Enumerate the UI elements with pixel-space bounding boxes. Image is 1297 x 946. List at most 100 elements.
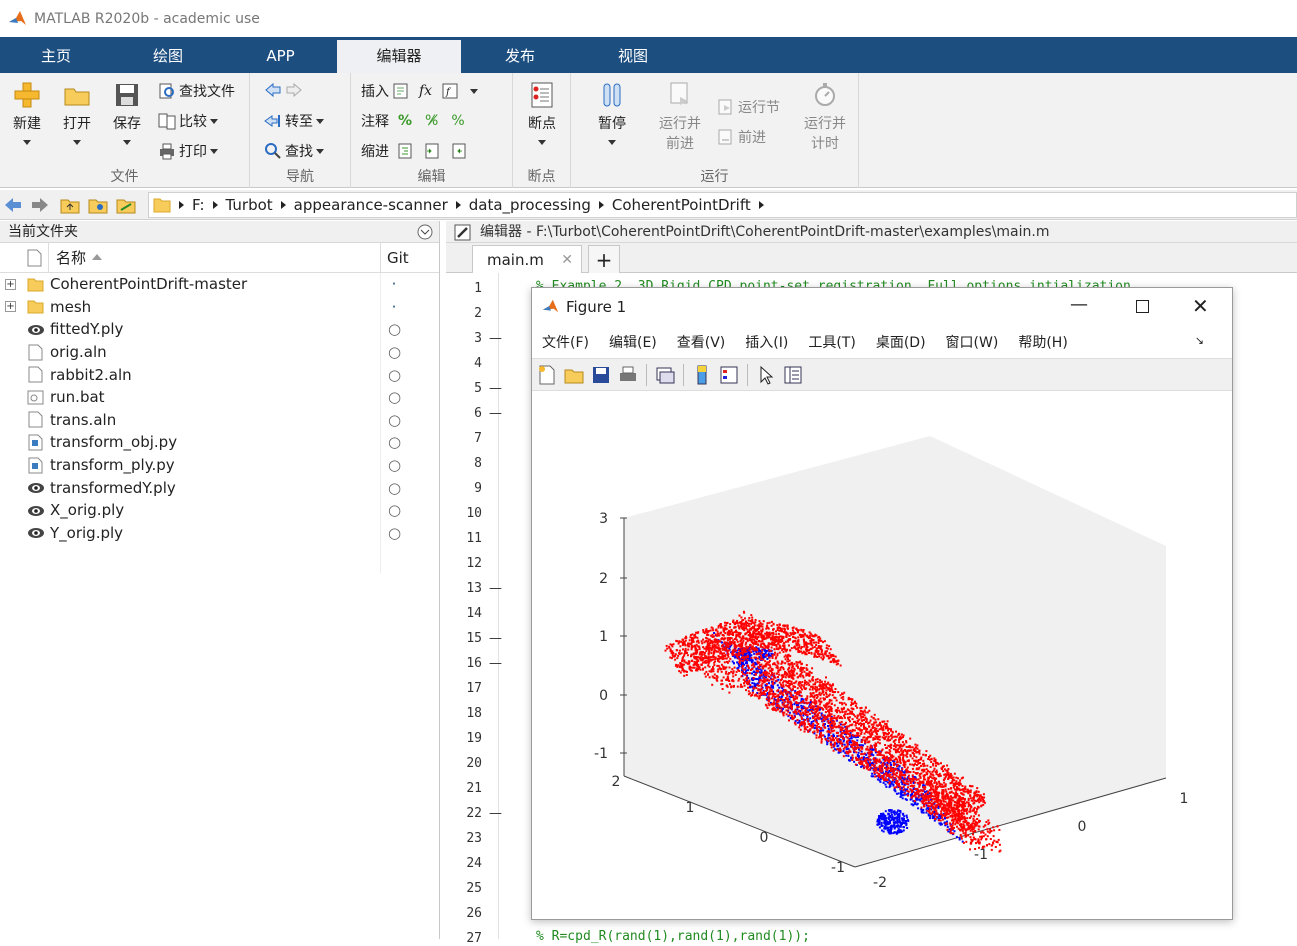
open-button[interactable]: 打开 [56, 81, 98, 149]
menu-window[interactable]: 窗口(W) [946, 332, 999, 352]
find-files-button[interactable]: 查找文件 [158, 81, 235, 101]
breadcrumb-item[interactable]: appearance-scanner [294, 196, 448, 214]
menu-tools[interactable]: 工具(T) [808, 332, 855, 352]
tab-apps[interactable]: APP [224, 37, 337, 73]
tab-main-m[interactable]: main.m ✕ [472, 245, 582, 273]
goto-button[interactable]: 转至 [264, 111, 324, 131]
dock-arrow-icon[interactable]: ↘ [1195, 334, 1204, 347]
indent-button[interactable]: 缩进 [361, 141, 389, 161]
file-row[interactable]: transform_obj.py○ [0, 431, 439, 454]
print-button[interactable]: 打印 [158, 141, 218, 161]
save-button[interactable]: 保存 [106, 81, 148, 149]
insert-function-icon[interactable]: f [441, 82, 459, 100]
comment-button[interactable]: 注释 [361, 111, 389, 131]
file-row[interactable]: Y_orig.ply○ [0, 522, 439, 545]
run-section-button[interactable]: 运行节 [717, 97, 780, 117]
breadcrumb-item[interactable]: F: [192, 196, 205, 214]
expand-icon[interactable]: + [5, 279, 16, 290]
file-row[interactable]: transformedY.ply○ [0, 476, 439, 499]
tab-plots[interactable]: 绘图 [112, 37, 224, 73]
file-row[interactable]: trans.aln○ [0, 409, 439, 432]
column-git-header[interactable]: Git [387, 249, 409, 267]
property-inspector-icon[interactable] [782, 364, 804, 386]
menu-file[interactable]: 文件(F) [542, 332, 589, 352]
maximize-button[interactable] [1136, 300, 1149, 313]
smart-indent-icon[interactable] [396, 142, 414, 160]
chevron-down-icon[interactable] [470, 89, 478, 94]
legend-icon[interactable] [718, 364, 740, 386]
insert-button[interactable]: 插入 [361, 81, 389, 101]
run-and-advance-button[interactable]: 运行并前进 [655, 81, 705, 153]
add-tab-button[interactable]: + [588, 245, 620, 273]
pointer-icon[interactable] [755, 364, 777, 386]
wrap-comment-icon[interactable]: % [451, 113, 464, 129]
save-figure-icon[interactable] [590, 364, 612, 386]
breakpoint-dash[interactable]: — [489, 581, 502, 596]
open-file-icon[interactable] [563, 364, 585, 386]
forward-arrow-icon[interactable] [30, 195, 50, 215]
breadcrumb-item[interactable]: CoherentPointDrift [612, 196, 751, 214]
breakpoint-dash[interactable]: — [489, 656, 502, 671]
breakpoint-dash[interactable]: — [489, 631, 502, 646]
file-row[interactable]: +mesh· [0, 296, 439, 319]
pause-button[interactable]: 暂停 [591, 81, 633, 149]
close-icon[interactable]: ✕ [561, 246, 573, 274]
browse-folder-icon[interactable] [88, 195, 108, 215]
breakpoint-dash[interactable]: — [489, 331, 502, 346]
colorbar-icon[interactable] [691, 364, 713, 386]
compare-button[interactable]: 比较 [158, 111, 218, 131]
column-name-header[interactable]: 名称 [56, 247, 86, 268]
file-row[interactable]: fittedY.ply○ [0, 318, 439, 341]
breadcrumb-item[interactable]: data_processing [469, 196, 591, 214]
breadcrumb[interactable]: F: Turbot appearance-scanner data_proces… [148, 192, 1297, 218]
panel-actions-icon[interactable] [417, 224, 433, 240]
breakpoint-dash[interactable]: — [489, 806, 502, 821]
menu-edit[interactable]: 编辑(E) [609, 332, 657, 352]
tab-view[interactable]: 视图 [579, 37, 687, 73]
run-and-time-button[interactable]: 运行并计时 [799, 81, 851, 153]
breadcrumb-item[interactable]: Turbot [226, 196, 273, 214]
find-button[interactable]: 查找 [264, 141, 324, 161]
advance-button[interactable]: 前进 [717, 127, 766, 147]
link-plot-icon[interactable] [654, 364, 676, 386]
file-row[interactable]: transform_ply.py○ [0, 454, 439, 477]
comment-percent-icon[interactable]: % [398, 113, 412, 129]
file-row[interactable]: run.bat○ [0, 386, 439, 409]
insert-section-icon[interactable] [392, 82, 410, 100]
back-forward-buttons[interactable] [264, 81, 303, 99]
breakpoint-dash[interactable]: — [489, 381, 502, 396]
menu-insert[interactable]: 插入(I) [745, 332, 788, 352]
file-row[interactable]: +CoherentPointDrift-master· [0, 273, 439, 296]
red-point [778, 636, 780, 638]
close-button[interactable]: ✕ [1192, 294, 1209, 318]
file-row[interactable]: orig.aln○ [0, 341, 439, 364]
up-folder-icon[interactable] [60, 195, 80, 215]
menu-desktop[interactable]: 桌面(D) [876, 332, 926, 352]
red-point [779, 692, 781, 694]
decrease-indent-icon[interactable] [450, 142, 468, 160]
tab-publish[interactable]: 发布 [461, 37, 579, 73]
back-arrow-icon[interactable] [3, 195, 23, 215]
expand-icon[interactable]: + [5, 301, 16, 312]
fx-button[interactable]: fx [419, 83, 432, 99]
tab-editor[interactable]: 编辑器 [337, 37, 461, 73]
line-number: 19 [452, 731, 482, 746]
menu-view[interactable]: 查看(V) [677, 332, 726, 352]
tab-home[interactable]: 主页 [0, 37, 112, 73]
increase-indent-icon[interactable] [423, 142, 441, 160]
menu-help[interactable]: 帮助(H) [1018, 332, 1067, 352]
red-point [774, 648, 776, 650]
file-row[interactable]: rabbit2.aln○ [0, 363, 439, 386]
print-figure-icon[interactable] [617, 364, 639, 386]
search-folder-icon[interactable] [116, 195, 136, 215]
minimize-button[interactable]: — [1070, 294, 1088, 315]
uncomment-percent-icon[interactable]: %̸ [425, 113, 438, 129]
breakpoint-dash[interactable]: — [489, 406, 502, 421]
breakpoints-button[interactable]: 断点 [521, 81, 563, 149]
code-line[interactable]: % R=cpd_R(rand(1),rand(1),rand(1)); [536, 929, 810, 944]
file-row[interactable]: X_orig.ply○ [0, 499, 439, 522]
editor-tabs: main.m ✕ + [446, 243, 1297, 273]
new-button[interactable]: 新建 [6, 81, 48, 149]
new-figure-icon[interactable] [536, 364, 558, 386]
